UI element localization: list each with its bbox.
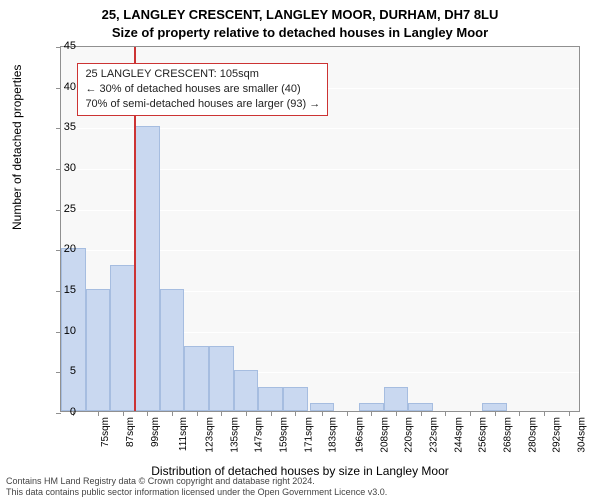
ytick-label: 15 [48,284,76,296]
xtick-label: 292sqm [552,417,563,453]
xtick-mark [123,411,124,416]
histogram-bar [384,387,409,411]
xtick-label: 256sqm [478,417,489,453]
xtick-mark [495,411,496,416]
histogram-bar [160,289,185,411]
xtick-label: 123sqm [205,417,216,453]
ytick-label: 35 [48,121,76,133]
xtick-label: 196sqm [355,417,366,453]
histogram-bar [209,346,234,411]
histogram-bar [283,387,308,411]
xtick-mark [371,411,372,416]
histogram-bar [234,370,259,411]
title-line1: 25, LANGLEY CRESCENT, LANGLEY MOOR, DURH… [0,6,600,24]
xtick-label: 232sqm [429,417,440,453]
callout-line: 70% of semi-detached houses are larger (… [85,97,320,112]
histogram-bar [310,403,335,411]
y-axis-label: Number of detached properties [10,65,24,230]
xtick-label: 99sqm [150,417,161,447]
xtick-label: 280sqm [527,417,538,453]
ytick-label: 40 [48,81,76,93]
xtick-label: 87sqm [125,417,136,447]
histogram-bar [110,265,135,411]
xtick-mark [295,411,296,416]
ytick-label: 30 [48,162,76,174]
ytick-label: 25 [48,203,76,215]
xtick-mark [470,411,471,416]
xtick-mark [569,411,570,416]
histogram-bar [258,387,283,411]
xtick-label: 304sqm [577,417,588,453]
xtick-mark [347,411,348,416]
xtick-label: 208sqm [379,417,390,453]
histogram-bar [184,346,209,411]
xtick-label: 268sqm [503,417,514,453]
xtick-label: 244sqm [453,417,464,453]
xtick-mark [221,411,222,416]
plot-region: 25 LANGLEY CRESCENT: 105sqm← 30% of deta… [60,46,580,412]
ytick-label: 10 [48,325,76,337]
xtick-label: 147sqm [254,417,265,453]
xtick-mark [421,411,422,416]
xtick-label: 135sqm [229,417,240,453]
ytick-label: 20 [48,243,76,255]
chart-area: 25 LANGLEY CRESCENT: 105sqm← 30% of deta… [60,46,580,412]
xtick-label: 159sqm [279,417,290,453]
footer-line2: This data contains public sector informa… [6,487,387,498]
xtick-label: 111sqm [178,417,189,451]
xtick-mark [322,411,323,416]
xtick-mark [98,411,99,416]
xtick-mark [519,411,520,416]
histogram-bar [482,403,507,411]
xtick-label: 183sqm [328,417,339,453]
xtick-mark [246,411,247,416]
ytick-label: 45 [48,40,76,52]
callout-box: 25 LANGLEY CRESCENT: 105sqm← 30% of deta… [77,63,328,116]
chart-title: 25, LANGLEY CRESCENT, LANGLEY MOOR, DURH… [0,0,600,41]
xtick-label: 171sqm [303,417,314,453]
xtick-mark [396,411,397,416]
xtick-mark [544,411,545,416]
xtick-mark [172,411,173,416]
histogram-bar [86,289,111,411]
attribution-footer: Contains HM Land Registry data © Crown c… [6,476,387,498]
xtick-mark [197,411,198,416]
xtick-label: 75sqm [100,417,111,447]
title-line2: Size of property relative to detached ho… [0,24,600,42]
histogram-bar [408,403,433,411]
callout-line: 25 LANGLEY CRESCENT: 105sqm [85,67,320,82]
xtick-label: 220sqm [404,417,415,453]
ytick-label: 0 [48,406,76,418]
callout-line: ← 30% of detached houses are smaller (40… [85,82,320,97]
footer-line1: Contains HM Land Registry data © Crown c… [6,476,387,487]
histogram-bar [359,403,384,411]
xtick-mark [147,411,148,416]
xtick-mark [445,411,446,416]
xtick-mark [271,411,272,416]
histogram-bar [135,126,160,411]
ytick-label: 5 [48,365,76,377]
